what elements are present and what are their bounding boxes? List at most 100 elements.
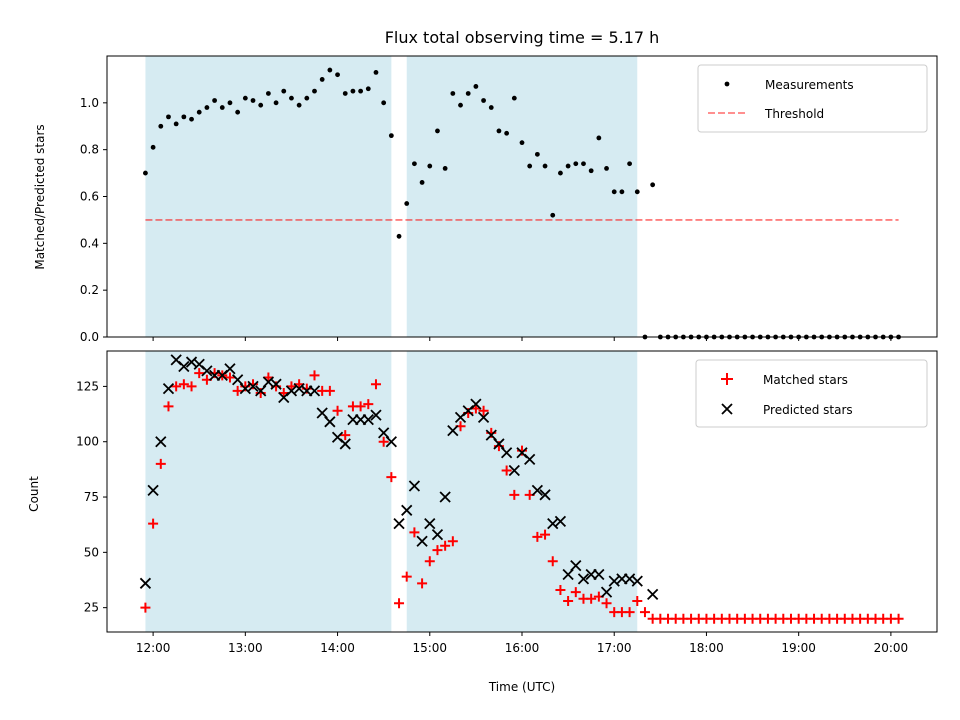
measurement-point <box>166 114 171 120</box>
bottom-y-tick-label: 25 <box>84 601 99 615</box>
matched-star-point <box>570 587 581 598</box>
measurement-point <box>189 116 194 122</box>
measurement-point <box>419 180 425 185</box>
matched-star-point <box>163 401 174 412</box>
matched-star-point <box>186 381 197 392</box>
measurement-point <box>265 91 271 96</box>
measurement-point <box>573 161 579 167</box>
legend-matched-label: Matched stars <box>763 373 848 387</box>
bottom-y-tick-label: 75 <box>84 490 99 504</box>
measurement-point <box>335 72 340 78</box>
measurement-point <box>634 189 640 195</box>
top-x-ticks <box>152 337 892 341</box>
measurement-point <box>542 163 548 169</box>
x-tick-label: 19:00 <box>781 641 816 655</box>
predicted-star-point <box>577 573 590 585</box>
measurement-point <box>219 105 225 110</box>
measurement-point <box>242 95 248 101</box>
bottom-legend: Matched stars Predicted stars <box>695 359 928 428</box>
top-y-axis-label: Matched/Predicted stars <box>33 124 47 269</box>
predicted-star-point <box>539 489 551 501</box>
top-y-ticks: 0.0 0.2 0.4 0.6 0.8 1.0 <box>80 96 107 344</box>
x-tick-label: 12:00 <box>136 641 171 655</box>
predicted-star-point <box>439 491 451 503</box>
predicted-stars-points <box>139 354 659 601</box>
matched-star-point <box>432 545 443 556</box>
predicted-star-point <box>554 515 567 528</box>
matched-star-point <box>447 536 458 547</box>
matched-star-point <box>386 472 397 483</box>
top-y-tick-label: 0.4 <box>80 236 99 250</box>
measurement-point <box>481 98 486 103</box>
matched-star-point <box>324 385 335 396</box>
measurement-point <box>565 163 571 169</box>
measurement-point <box>511 95 517 101</box>
matched-star-point <box>309 370 320 381</box>
measurement-point <box>412 161 417 167</box>
predicted-star-point <box>370 409 382 421</box>
bottom-legend-box <box>695 359 928 428</box>
matched-star-point <box>155 458 166 469</box>
x-tick-label: 16:00 <box>505 641 540 655</box>
x-axis-label: Time (UTC) <box>488 680 555 694</box>
matched-star-point <box>148 518 159 529</box>
matched-star-point <box>893 613 904 624</box>
x-tick-label: 13:00 <box>228 641 263 655</box>
top-shaded-intervals <box>145 56 638 337</box>
predicted-star-point <box>393 517 405 530</box>
measurement-point <box>650 182 656 188</box>
predicted-star-point <box>470 398 482 410</box>
matched-star-point <box>532 531 543 542</box>
predicted-star-point <box>178 360 190 373</box>
matched-star-point <box>232 385 243 396</box>
predicted-star-point <box>270 378 282 390</box>
measurement-point <box>581 161 586 167</box>
measurement-point <box>604 166 609 171</box>
predicted-star-point <box>531 484 544 497</box>
bottom-panel: 25 50 75 100 125 12:00 13:00 14:00 15:00 16:00 17… <box>27 350 938 694</box>
bottom-y-ticks: 25 50 75 100 125 <box>76 379 107 615</box>
measurement-point <box>358 88 364 94</box>
matched-star-point <box>501 465 512 476</box>
top-shaded-interval-1 <box>145 56 392 337</box>
predicted-star-point <box>593 568 605 581</box>
measurement-point <box>450 91 456 96</box>
matched-star-point <box>178 379 189 390</box>
matched-star-point <box>378 436 389 447</box>
measurement-point <box>504 130 510 136</box>
measurement-point <box>289 95 294 101</box>
top-y-tick-label: 0.0 <box>80 330 99 344</box>
matched-star-point <box>478 405 489 416</box>
measurement-point <box>350 88 356 94</box>
predicted-star-point <box>600 586 613 598</box>
measurement-point <box>143 170 148 176</box>
x-tick-label: 17:00 <box>597 641 632 655</box>
measurement-point <box>442 166 448 171</box>
measurement-point <box>404 201 410 206</box>
measurement-point <box>381 100 387 106</box>
bottom-y-tick-label: 50 <box>84 545 99 559</box>
measurement-point <box>388 133 394 139</box>
measurement-point <box>496 128 502 134</box>
measurement-point <box>588 168 594 174</box>
measurement-point <box>227 100 233 106</box>
x-tick-label: 14:00 <box>320 641 355 655</box>
predicted-star-point <box>431 529 444 541</box>
matched-star-point <box>540 529 551 540</box>
measurement-point <box>273 100 279 106</box>
measurement-point <box>150 144 156 150</box>
measurement-point <box>534 151 540 157</box>
predicted-star-point <box>324 416 336 428</box>
predicted-star-point <box>339 438 351 450</box>
bottom-y-axis-label: Count <box>27 476 41 512</box>
legend-measurements-label: Measurements <box>765 78 854 92</box>
bottom-x-ticks: 12:00 13:00 14:00 15:00 16:00 17:00 18:00 19:00… <box>136 632 908 655</box>
measurement-point <box>596 135 602 141</box>
predicted-star-point <box>570 559 582 572</box>
measurement-point <box>258 102 264 108</box>
matched-star-point <box>355 401 366 412</box>
measurement-point <box>435 128 440 134</box>
matched-star-point <box>547 556 558 567</box>
measurement-point <box>312 88 317 94</box>
